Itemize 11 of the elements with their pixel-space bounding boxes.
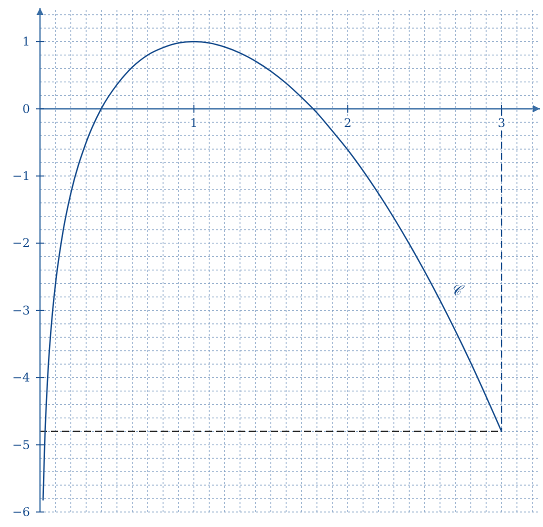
y-tick-label: −3 — [12, 303, 30, 318]
y-tick-label: −6 — [12, 505, 30, 519]
y-tick-label: 0 — [22, 102, 30, 116]
x-tick-label: 2 — [344, 116, 352, 130]
y-tick-label: −2 — [12, 236, 30, 250]
y-tick-label: −1 — [12, 169, 30, 183]
y-tick-label: −4 — [12, 370, 30, 385]
y-tick-label: −5 — [12, 438, 30, 452]
x-tick-label: 1 — [190, 116, 198, 130]
y-tick-label: 1 — [22, 34, 30, 49]
annotation: 𝒞 — [451, 283, 466, 300]
